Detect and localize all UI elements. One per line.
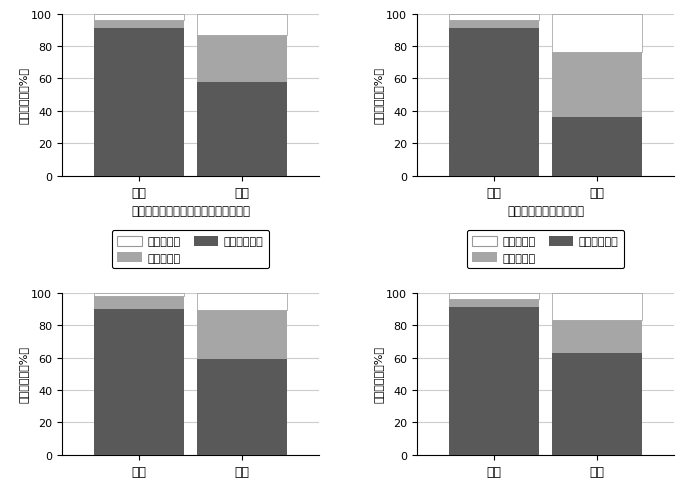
Bar [552, 320, 642, 353]
Bar [94, 15, 184, 21]
Bar [94, 29, 184, 177]
Bar [449, 21, 539, 29]
Bar [552, 15, 642, 53]
Legend: 起業準備者, 起業関心者, 起業無関心者: 起業準備者, 起業関心者, 起業無関心者 [112, 230, 269, 269]
Bar [552, 353, 642, 455]
Bar [197, 15, 287, 35]
Bar [197, 83, 287, 177]
Bar [449, 308, 539, 455]
Bar [94, 296, 184, 309]
X-axis label: 技術・製品・システム開発の表彰経験: 技術・製品・システム開発の表彰経験 [131, 205, 250, 218]
Bar [197, 360, 287, 455]
Bar [552, 118, 642, 177]
Bar [449, 29, 539, 177]
Bar [449, 293, 539, 300]
Bar [552, 53, 642, 118]
Bar [449, 15, 539, 21]
Bar [94, 309, 184, 455]
X-axis label: それ以外の表彰経験: それ以外の表彰経験 [514, 483, 577, 484]
Y-axis label: パーセント（%）: パーセント（%） [19, 346, 28, 402]
Bar [94, 21, 184, 29]
Legend: 起業準備者, 起業関心者, 起業無関心者: 起業準備者, 起業関心者, 起業無関心者 [467, 230, 624, 269]
Bar [197, 293, 287, 311]
Bar [197, 35, 287, 83]
X-axis label: 売上（販売）の表彰経験: 売上（販売）の表彰経験 [152, 483, 229, 484]
Y-axis label: パーセント（%）: パーセント（%） [374, 346, 383, 402]
Y-axis label: パーセント（%）: パーセント（%） [19, 67, 28, 124]
Bar [94, 293, 184, 296]
Bar [197, 311, 287, 360]
Y-axis label: パーセント（%）: パーセント（%） [374, 67, 383, 124]
Bar [552, 293, 642, 320]
X-axis label: サービス開発の表彰経験: サービス開発の表彰経験 [507, 205, 584, 218]
Bar [449, 300, 539, 308]
